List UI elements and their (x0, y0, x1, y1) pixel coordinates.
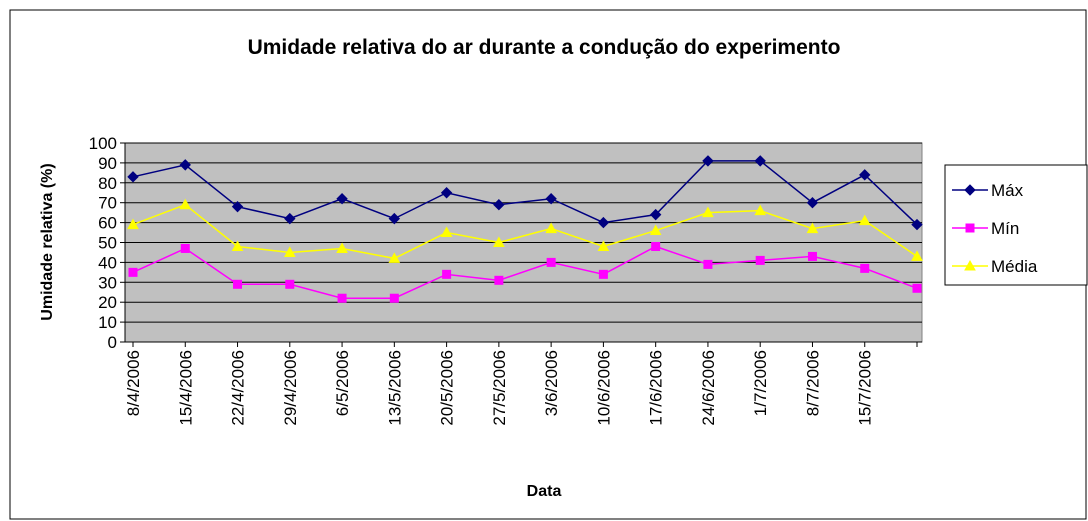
x-tick-label: 24/6/2006 (699, 350, 718, 426)
x-tick-label: 10/6/2006 (594, 350, 613, 426)
series-line (132, 245, 918, 299)
data-point (597, 240, 610, 251)
data-point (127, 218, 139, 230)
data-point (127, 171, 139, 183)
data-point (702, 155, 714, 167)
data-point (128, 267, 138, 277)
data-point (754, 155, 766, 167)
data-point (807, 251, 817, 261)
x-axis-label: Data (527, 483, 562, 500)
data-point (493, 198, 505, 211)
data-point (389, 293, 399, 303)
data-point (440, 187, 453, 199)
data-point (649, 208, 662, 221)
data-point (806, 222, 819, 234)
y-tick-label: 100 (89, 134, 117, 153)
data-point (179, 198, 192, 210)
y-tick-label: 10 (98, 313, 117, 332)
data-point (231, 200, 244, 213)
data-point (336, 242, 348, 253)
data-point (283, 246, 296, 257)
y-tick-label: 30 (98, 273, 117, 292)
data-point (545, 193, 557, 205)
data-point (702, 206, 714, 218)
data-point (180, 243, 190, 253)
data-point (754, 204, 767, 216)
data-point (649, 224, 662, 236)
data-point (233, 279, 243, 289)
legend-marker (965, 223, 975, 233)
data-point (494, 275, 504, 285)
legend-label: Média (991, 257, 1038, 276)
data-point (651, 241, 661, 251)
data-point (912, 283, 922, 293)
data-point (597, 216, 610, 229)
data-point (911, 218, 923, 231)
data-point (859, 169, 871, 181)
y-tick-label: 40 (98, 253, 117, 272)
x-tick-label: 22/4/2006 (229, 350, 248, 426)
data-point (806, 196, 819, 209)
x-tick-label: 17/6/2006 (647, 350, 666, 426)
y-tick-label: 80 (98, 174, 117, 193)
x-tick-label: 20/5/2006 (438, 350, 457, 426)
y-tick-label: 70 (98, 194, 117, 213)
legend-label: Máx (991, 181, 1024, 200)
legend-label: Mín (991, 219, 1019, 238)
y-tick-label: 50 (98, 234, 117, 253)
data-point (703, 259, 713, 269)
y-tick-label: 20 (98, 293, 117, 312)
x-tick-label: 15/7/2006 (856, 350, 875, 426)
y-tick-label: 60 (98, 214, 117, 233)
series-line (132, 203, 918, 260)
data-point (285, 279, 295, 289)
y-tick-label: 90 (98, 154, 117, 173)
data-point (388, 252, 401, 263)
data-point (440, 226, 453, 238)
x-tick-label: 1/7/2006 (751, 350, 770, 416)
x-tick-label: 8/4/2006 (124, 350, 143, 416)
data-point (860, 263, 870, 273)
x-tick-label: 29/4/2006 (281, 350, 300, 426)
data-point (179, 159, 191, 171)
data-point (493, 236, 505, 247)
data-point (598, 269, 608, 279)
x-tick-label: 3/6/2006 (542, 350, 561, 416)
data-point (911, 250, 923, 261)
x-tick-label: 15/4/2006 (176, 350, 195, 426)
data-point (337, 293, 347, 303)
data-point (755, 255, 765, 265)
y-axis-label: Umidade relativa (%) (39, 163, 56, 320)
x-tick-label: 8/7/2006 (803, 350, 822, 416)
chart-title: Umidade relativa do ar durante a conduçã… (248, 36, 841, 59)
legend-marker (964, 184, 976, 196)
data-point (284, 212, 296, 225)
data-point (442, 269, 452, 279)
series-line (132, 160, 918, 226)
data-point (546, 257, 556, 267)
data-point (336, 193, 348, 205)
y-tick-label: 0 (108, 333, 117, 352)
x-tick-label: 6/5/2006 (333, 350, 352, 416)
data-point (388, 212, 401, 225)
legend-marker (964, 259, 976, 271)
x-tick-label: 27/5/2006 (490, 350, 509, 426)
data-point (231, 240, 244, 251)
data-point (545, 222, 557, 234)
x-tick-label: 13/5/2006 (385, 350, 404, 426)
data-point (858, 214, 871, 226)
